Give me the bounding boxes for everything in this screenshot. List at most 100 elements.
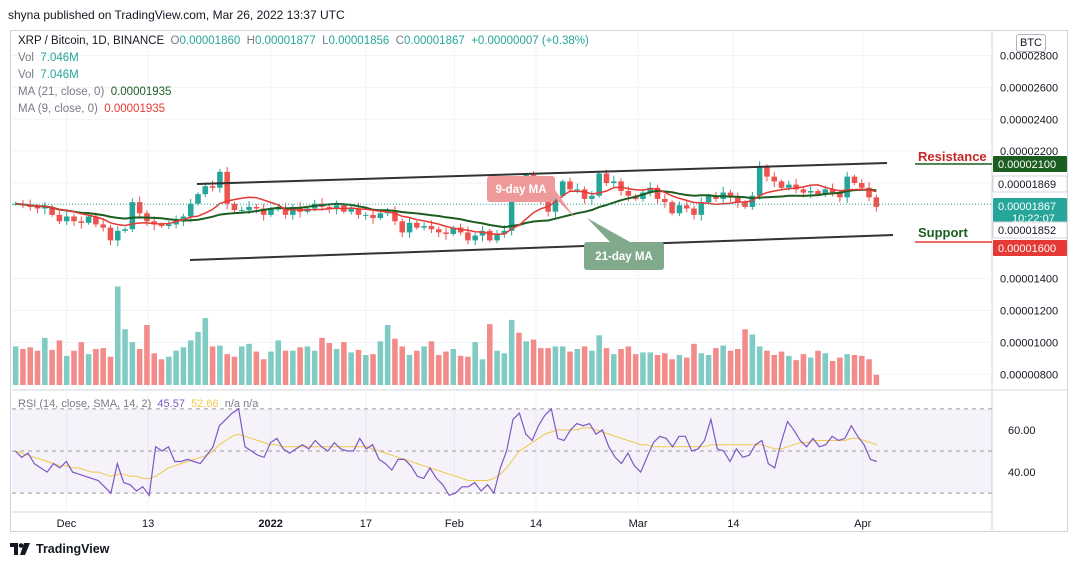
candle-body xyxy=(93,216,99,225)
candle-body xyxy=(217,171,223,188)
volume-bar xyxy=(297,347,303,385)
volume-bar xyxy=(428,341,435,385)
ma9-legend[interactable]: MA (9, close, 0) 0.00001935 xyxy=(18,103,165,115)
volume-bar xyxy=(552,346,559,385)
volume-bar xyxy=(713,348,719,385)
candle-body xyxy=(195,194,201,204)
volume-bar xyxy=(618,349,624,385)
candle-body xyxy=(771,176,778,182)
candle-body xyxy=(778,181,785,188)
volume-bar xyxy=(786,355,792,385)
candle-body xyxy=(647,187,654,193)
candle-body xyxy=(107,227,114,241)
volume-bar xyxy=(93,349,99,385)
volume-bar xyxy=(107,356,114,385)
volume-bar xyxy=(720,345,726,385)
ma9-callout[interactable] xyxy=(487,176,555,202)
rsi-line[interactable] xyxy=(14,407,877,497)
volume-bar xyxy=(501,353,508,385)
candle-body xyxy=(713,195,719,199)
volume-bar xyxy=(421,346,427,385)
price-badge xyxy=(993,156,1067,172)
candle-body xyxy=(253,206,260,209)
candle-body xyxy=(800,189,807,193)
rsi-legend[interactable]: RSI (14, close, SMA, 14, 2) 45.57 52.66 … xyxy=(18,398,258,410)
ohlc-change: +0.00000007 (+0.38%) xyxy=(471,35,589,47)
candle-body xyxy=(275,208,282,210)
candle-body xyxy=(669,202,675,214)
candle-body xyxy=(136,202,143,214)
rsi-sma-line[interactable] xyxy=(15,427,877,481)
candle-body xyxy=(683,205,690,209)
volume-bar xyxy=(355,349,362,385)
volume-bar xyxy=(822,353,829,385)
ma21-legend[interactable]: MA (21, close, 0) 0.00001935 xyxy=(18,86,171,98)
symbol-name[interactable]: XRP / Bitcoin, 1D, BINANCE xyxy=(18,35,165,47)
volume-bar xyxy=(406,355,413,385)
volume-bar xyxy=(523,341,530,385)
resistance-label[interactable]: Resistance xyxy=(918,149,987,164)
volume-bar xyxy=(443,351,449,385)
rsi-label: RSI (14, close, SMA, 14, 2) xyxy=(18,398,152,410)
tradingview-logo-icon xyxy=(10,543,30,555)
candle-body xyxy=(705,195,712,203)
support-label[interactable]: Support xyxy=(918,225,968,240)
price-tick-label: 0.00002200 xyxy=(1000,146,1058,158)
volume-bar xyxy=(85,354,92,385)
time-tick-label: 14 xyxy=(530,518,542,530)
candle-body xyxy=(355,208,362,215)
volume-bar xyxy=(734,349,741,385)
volume-bar xyxy=(333,349,340,385)
price-tick-label: 0.00002800 xyxy=(1000,51,1058,63)
candle-body xyxy=(34,206,41,209)
candle-body xyxy=(793,184,799,190)
volume-bar xyxy=(166,356,172,385)
candle-body xyxy=(231,203,238,211)
volume-bar xyxy=(567,351,573,385)
candle-body xyxy=(333,205,340,209)
ma9-value: 0.00001935 xyxy=(104,103,166,115)
resistance-channel-line[interactable] xyxy=(196,162,888,185)
volume-bar xyxy=(815,350,821,385)
volume-bar xyxy=(246,343,252,385)
tradingview-logo[interactable]: TradingView xyxy=(10,542,109,556)
price-tick-label: 0.00001000 xyxy=(1000,337,1058,349)
volume-bar xyxy=(435,355,442,385)
ma21-callout-label: 21-day MA xyxy=(595,251,653,263)
candle-body xyxy=(465,232,471,241)
ma21-callout[interactable] xyxy=(584,242,664,270)
volume-bar xyxy=(472,342,478,385)
candle-body xyxy=(742,202,748,207)
volume-bar xyxy=(253,351,260,385)
volume-bar xyxy=(603,348,610,385)
candle-body xyxy=(662,198,668,203)
currency-badge[interactable]: BTC xyxy=(1016,34,1046,52)
volume-bar xyxy=(217,345,223,385)
ma9-line[interactable] xyxy=(15,184,877,235)
ma9-callout-label: 9-day MA xyxy=(495,184,546,196)
volume-bar xyxy=(136,349,143,385)
ma9-label: MA (9, close, 0) xyxy=(18,103,98,115)
candle-body xyxy=(122,229,128,231)
volume-bar xyxy=(807,357,814,385)
candle-body xyxy=(85,216,92,223)
volume-bar xyxy=(377,341,384,385)
candle-body xyxy=(348,208,354,212)
ma9-callout-pointer xyxy=(555,190,575,218)
volume-bar xyxy=(866,359,872,385)
chart-frame[interactable] xyxy=(10,30,1068,532)
ma21-value: 0.00001935 xyxy=(110,86,172,98)
support-channel-line[interactable] xyxy=(189,234,894,261)
volume-bar xyxy=(764,350,770,385)
volume-bar xyxy=(538,348,544,385)
candle-body xyxy=(114,230,121,241)
volume-bar xyxy=(34,350,41,385)
volume-bar xyxy=(392,338,398,385)
price-badge xyxy=(992,175,1068,193)
volume-bar xyxy=(479,359,486,385)
candle-body xyxy=(399,221,406,233)
ma21-line[interactable] xyxy=(15,188,877,229)
candle-body xyxy=(450,227,457,234)
candle-body xyxy=(589,195,595,199)
